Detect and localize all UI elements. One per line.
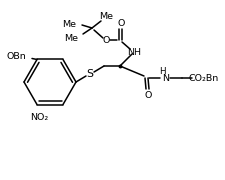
Text: S: S	[86, 69, 94, 79]
Text: N: N	[162, 73, 169, 82]
Text: O: O	[144, 91, 152, 100]
Text: O: O	[117, 19, 125, 28]
Text: O: O	[102, 35, 110, 44]
Text: NH: NH	[127, 48, 141, 57]
Text: Me: Me	[64, 33, 78, 42]
Text: CO₂Bn: CO₂Bn	[189, 73, 219, 82]
Text: Me: Me	[99, 12, 113, 21]
Text: H: H	[159, 66, 165, 75]
Text: NO₂: NO₂	[30, 113, 48, 122]
Text: OBn: OBn	[6, 52, 26, 61]
Text: Me: Me	[62, 19, 76, 28]
